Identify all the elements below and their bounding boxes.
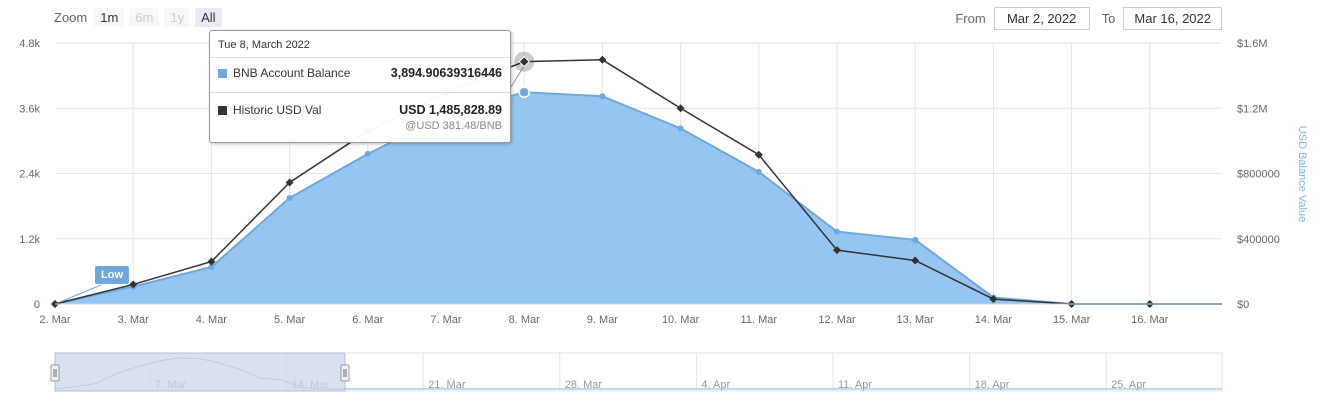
x-tick-label: 3. Mar	[118, 314, 150, 326]
usd-point	[285, 178, 294, 187]
tooltip-series1-name: BNB Account Balance	[233, 66, 351, 80]
x-tick-label: 11. Mar	[741, 314, 778, 326]
usd-point	[833, 246, 841, 255]
usd-point	[598, 55, 607, 64]
y-left-tick-label: 1.2k	[19, 234, 40, 246]
tooltip-series2-name: Historic USD Val	[233, 103, 322, 117]
usd-point	[989, 295, 998, 304]
low-flag: Low	[95, 266, 129, 284]
y-right-tick-label: $800000	[1237, 169, 1280, 181]
x-tick-label: 16. Mar	[1131, 314, 1169, 326]
from-label: From	[955, 11, 986, 26]
tooltip-connector	[508, 65, 525, 91]
zoom-6m-button[interactable]: 6m	[129, 8, 160, 27]
date-range-selector: From Mar 2, 2022 To Mar 16, 2022	[955, 7, 1222, 30]
x-tick-label: 9. Mar	[587, 314, 619, 326]
tooltip-series1-value: 3,894.90639316446	[390, 66, 502, 80]
usd-point	[754, 150, 763, 159]
tooltip-date: Tue 8, March 2022	[210, 31, 510, 58]
zoom-label: Zoom	[54, 10, 88, 25]
y-left-tick-label: 4.8k	[19, 38, 40, 50]
balance-point	[755, 168, 762, 175]
usd-point	[129, 280, 138, 289]
navigator-left-handle	[50, 364, 60, 382]
balance-point	[599, 93, 606, 100]
balance-point	[208, 264, 215, 271]
x-tick-label: 10. Mar	[662, 314, 700, 326]
to-date-input[interactable]: Mar 16, 2022	[1123, 7, 1222, 30]
x-tick-label: 6. Mar	[352, 314, 384, 326]
y-right-tick-label: $400000	[1237, 234, 1280, 246]
y-right-tick-label: $1.6M	[1237, 38, 1268, 50]
balance-point	[286, 194, 293, 201]
navigator-tick-label: 21. Mar	[428, 379, 466, 391]
usd-hover-point	[518, 55, 530, 68]
y-right-tick-label: $0	[1237, 299, 1249, 311]
tooltip-row-balance: BNB Account Balance 3,894.90639316446	[210, 66, 510, 80]
x-tick-label: 14. Mar	[975, 314, 1013, 326]
chart-tooltip: Tue 8, March 2022 BNB Account Balance 3,…	[209, 30, 511, 143]
to-label: To	[1101, 11, 1116, 26]
y-right-axis-title: USD Balance Value	[1296, 126, 1308, 222]
navigator-tick-label: 28. Mar	[565, 379, 603, 391]
balance-point	[912, 236, 919, 243]
x-tick-label: 5. Mar	[274, 314, 306, 326]
low-flag-connector	[59, 284, 102, 303]
navigator-tick-label: 11. Apr	[838, 379, 872, 391]
x-tick-label: 4. Mar	[196, 314, 228, 326]
usd-swatch-icon	[218, 106, 227, 116]
usd-point	[207, 257, 216, 266]
tooltip-row-usd: Historic USD Val USD 1,485,828.89	[210, 92, 510, 117]
balance-point	[834, 228, 840, 235]
y-right-tick-label: $1.2M	[1237, 103, 1268, 115]
tooltip-series2-value: USD 1,485,828.89	[399, 103, 502, 117]
balance-line	[54, 91, 1222, 305]
y-left-tick-label: 3.6k	[19, 103, 40, 115]
balance-point	[364, 150, 371, 157]
zoom-all-button[interactable]: All	[195, 8, 222, 27]
y-left-tick-label: 2.4k	[19, 169, 40, 181]
x-tick-label: 7. Mar	[430, 314, 462, 326]
usd-point	[676, 104, 685, 113]
navigator-right-handle	[340, 364, 350, 382]
x-tick-label: 12. Mar	[818, 314, 856, 326]
tooltip-series2-rate: @USD 381.48/BNB	[405, 120, 502, 132]
navigator-tick-label: 18. Apr	[975, 379, 1010, 391]
balance-swatch-icon	[218, 69, 227, 79]
x-tick-label: 15. Mar	[1053, 314, 1091, 326]
usd-point	[911, 256, 920, 265]
usd-line	[54, 59, 1222, 305]
zoom-1y-button[interactable]: 1y	[164, 8, 191, 27]
balance-hover-point	[518, 86, 530, 98]
x-tick-label: 8. Mar	[509, 314, 541, 326]
balance-point	[677, 125, 684, 132]
from-date-input[interactable]: Mar 2, 2022	[993, 7, 1090, 30]
zoom-controls: Zoom 1m 6m 1y All	[54, 8, 222, 27]
navigator-tick-label: 4. Apr	[701, 379, 730, 391]
x-tick-label: 2. Mar	[39, 314, 71, 326]
navigator-tick-label: 25. Apr	[1111, 379, 1146, 391]
zoom-1m-button[interactable]: 1m	[94, 8, 125, 27]
x-tick-label: 13. Mar	[897, 314, 935, 326]
navigator-selected-range	[54, 352, 346, 392]
y-left-tick-label: 0	[34, 299, 40, 311]
